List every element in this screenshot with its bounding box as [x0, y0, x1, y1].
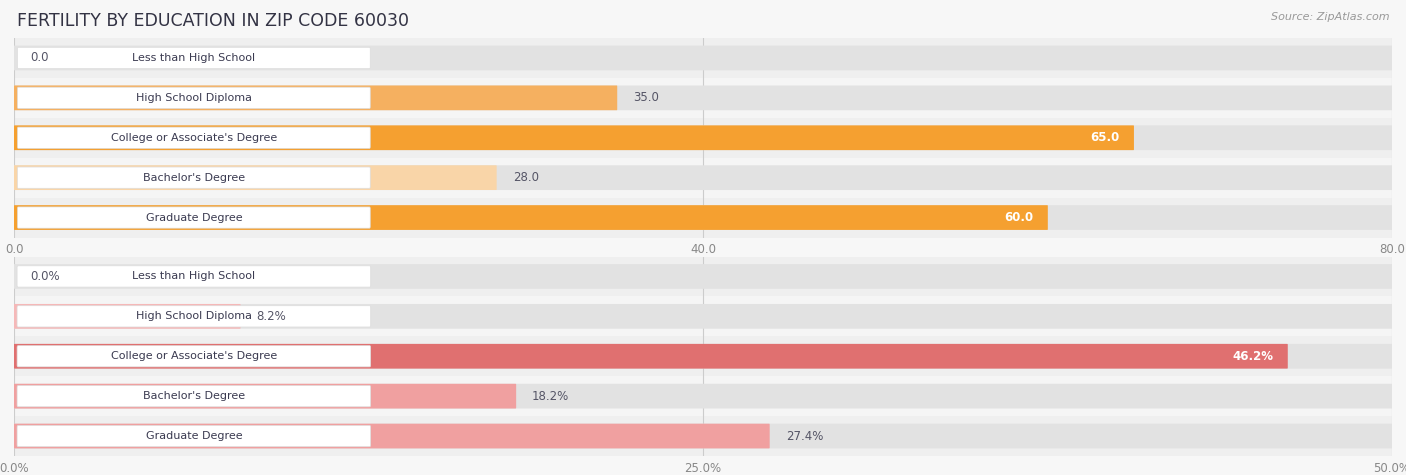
Text: Bachelor's Degree: Bachelor's Degree [143, 391, 245, 401]
FancyBboxPatch shape [17, 127, 370, 148]
FancyBboxPatch shape [14, 256, 1392, 296]
FancyBboxPatch shape [17, 266, 371, 287]
Text: 65.0: 65.0 [1091, 131, 1119, 144]
Text: 60.0: 60.0 [1004, 211, 1033, 224]
FancyBboxPatch shape [14, 165, 1392, 190]
FancyBboxPatch shape [14, 198, 1392, 238]
FancyBboxPatch shape [17, 48, 370, 68]
FancyBboxPatch shape [14, 86, 1392, 110]
FancyBboxPatch shape [14, 38, 1392, 78]
FancyBboxPatch shape [17, 346, 371, 367]
Text: Less than High School: Less than High School [132, 53, 256, 63]
FancyBboxPatch shape [14, 118, 1392, 158]
FancyBboxPatch shape [14, 264, 1392, 289]
FancyBboxPatch shape [17, 207, 370, 228]
Text: 27.4%: 27.4% [786, 429, 823, 443]
FancyBboxPatch shape [14, 296, 1392, 336]
FancyBboxPatch shape [14, 344, 1288, 369]
FancyBboxPatch shape [17, 426, 371, 446]
Text: 18.2%: 18.2% [531, 390, 569, 403]
Text: College or Associate's Degree: College or Associate's Degree [111, 133, 277, 143]
Text: College or Associate's Degree: College or Associate's Degree [111, 351, 277, 361]
Text: 8.2%: 8.2% [256, 310, 287, 323]
FancyBboxPatch shape [14, 46, 1392, 70]
Text: High School Diploma: High School Diploma [136, 311, 252, 322]
FancyBboxPatch shape [14, 424, 769, 448]
FancyBboxPatch shape [14, 416, 1392, 456]
Text: Bachelor's Degree: Bachelor's Degree [143, 172, 245, 183]
Text: 28.0: 28.0 [513, 171, 538, 184]
FancyBboxPatch shape [14, 205, 1392, 230]
FancyBboxPatch shape [14, 304, 240, 329]
Text: Graduate Degree: Graduate Degree [146, 431, 242, 441]
Text: 0.0%: 0.0% [31, 270, 60, 283]
FancyBboxPatch shape [14, 336, 1392, 376]
FancyBboxPatch shape [14, 344, 1392, 369]
FancyBboxPatch shape [14, 78, 1392, 118]
Text: 35.0: 35.0 [634, 91, 659, 104]
FancyBboxPatch shape [17, 386, 371, 407]
FancyBboxPatch shape [14, 205, 1047, 230]
Text: Source: ZipAtlas.com: Source: ZipAtlas.com [1271, 12, 1389, 22]
FancyBboxPatch shape [17, 87, 370, 108]
FancyBboxPatch shape [17, 167, 370, 188]
FancyBboxPatch shape [17, 306, 371, 327]
Text: FERTILITY BY EDUCATION IN ZIP CODE 60030: FERTILITY BY EDUCATION IN ZIP CODE 60030 [17, 12, 409, 30]
FancyBboxPatch shape [14, 384, 1392, 408]
FancyBboxPatch shape [14, 125, 1392, 150]
FancyBboxPatch shape [14, 376, 1392, 416]
FancyBboxPatch shape [14, 86, 617, 110]
Text: 46.2%: 46.2% [1233, 350, 1274, 363]
Text: Graduate Degree: Graduate Degree [146, 212, 242, 223]
FancyBboxPatch shape [14, 424, 1392, 448]
FancyBboxPatch shape [14, 304, 1392, 329]
FancyBboxPatch shape [14, 165, 496, 190]
FancyBboxPatch shape [14, 158, 1392, 198]
Text: 0.0: 0.0 [31, 51, 49, 65]
Text: Less than High School: Less than High School [132, 271, 256, 282]
Text: High School Diploma: High School Diploma [136, 93, 252, 103]
FancyBboxPatch shape [14, 384, 516, 408]
FancyBboxPatch shape [14, 125, 1133, 150]
